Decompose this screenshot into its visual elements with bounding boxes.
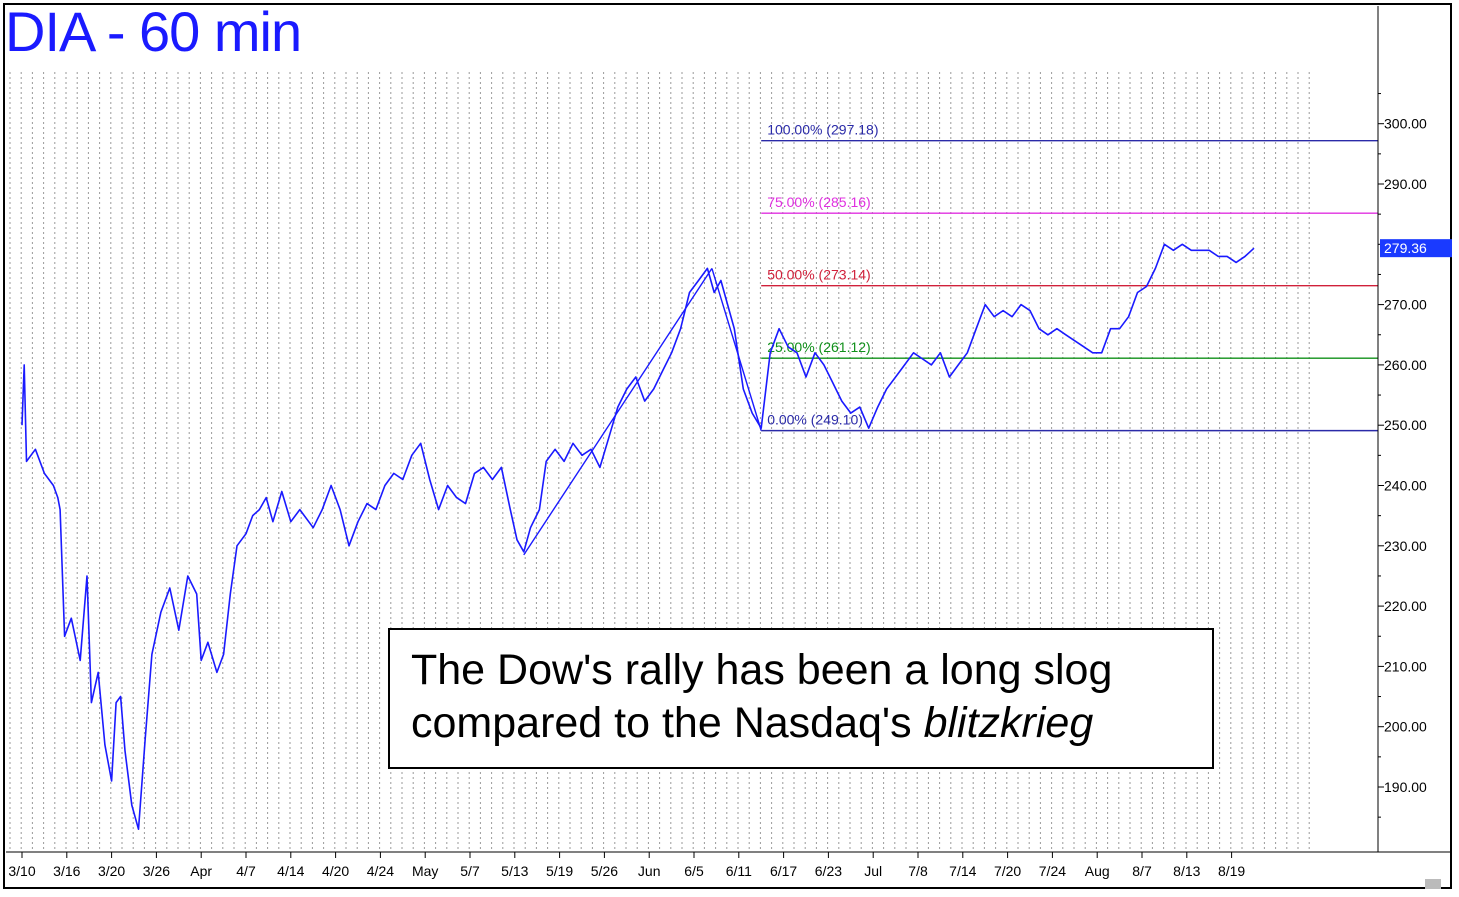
- annotation-line-2: compared to the Nasdaq's blitzkrieg: [411, 697, 1212, 750]
- x-tick-label: 6/11: [726, 863, 752, 879]
- x-tick-label: 5/19: [546, 863, 573, 879]
- fib-label: 50.00% (273.14): [767, 267, 871, 283]
- x-tick-label: 3/10: [8, 863, 35, 879]
- fib-label: 0.00% (249.10): [767, 412, 863, 428]
- fib-levels: 100.00% (297.18) 75.00% (285.16) 50.00% (2…: [761, 122, 1378, 432]
- x-tick-label: 4/24: [367, 863, 394, 879]
- trend-lines: [523, 268, 762, 556]
- x-tick-label: 3/16: [53, 863, 80, 879]
- x-tick-label: 7/24: [1039, 863, 1066, 879]
- y-axis: 190.00 200.00 210.00 220.00 230.00 240.00 250.…: [6, 6, 1452, 853]
- x-tick-label: May: [412, 863, 438, 879]
- x-tick-label: 7/8: [908, 863, 928, 879]
- y-tick-label: 240.00: [1384, 478, 1427, 494]
- chart-title: DIA - 60 min: [5, 0, 302, 63]
- x-tick-label: 6/23: [815, 863, 842, 879]
- x-tick-label: 8/7: [1132, 863, 1152, 879]
- y-tick-label: 270.00: [1384, 297, 1427, 313]
- price-series: [21, 243, 1255, 831]
- annotation-emphasis: blitzkrieg: [923, 699, 1094, 747]
- x-tick-label: 5/7: [460, 863, 480, 879]
- x-tick-label: 7/20: [994, 863, 1021, 879]
- y-tick-label: 210.00: [1384, 658, 1427, 674]
- x-tick-label: 4/14: [277, 863, 304, 879]
- trend-line: [523, 268, 713, 556]
- y-tick-label: 300.00: [1384, 116, 1427, 132]
- x-tick-label: 7/14: [949, 863, 976, 879]
- x-tick-label: 4/20: [322, 863, 349, 879]
- x-tick-label: 8/19: [1218, 863, 1245, 879]
- x-tick-label: 5/26: [591, 863, 618, 879]
- y-tick-label: 260.00: [1384, 357, 1427, 373]
- x-tick-label: Jun: [638, 863, 661, 879]
- y-tick-label: 200.00: [1384, 719, 1427, 735]
- x-tick-label: 8/13: [1173, 863, 1200, 879]
- x-tick-label: 6/17: [770, 863, 797, 879]
- annotation-box: The Dow's rally has been a long slog com…: [388, 628, 1214, 769]
- x-tick-label: 4/7: [236, 863, 256, 879]
- x-tick-label: Aug: [1085, 863, 1110, 879]
- x-axis: 3/10 3/16 3/20 3/26 Apr 4/7 4/14 4/20 4/24 May 5/7…: [8, 852, 1245, 879]
- annotation-line-2-prefix: compared to the Nasdaq's: [411, 699, 924, 747]
- fib-label: 25.00% (261.12): [767, 339, 871, 355]
- annotation-line-1: The Dow's rally has been a long slog: [411, 646, 1113, 694]
- y-tick-label: 250.00: [1384, 417, 1427, 433]
- x-tick-label: Apr: [190, 863, 212, 879]
- fib-label: 75.00% (285.16): [767, 194, 871, 210]
- last-price-badge: [1380, 239, 1452, 258]
- trend-line: [711, 268, 762, 431]
- y-tick-label: 190.00: [1384, 779, 1427, 795]
- x-tick-label: 5/13: [501, 863, 528, 879]
- scroll-right-button[interactable]: [1425, 879, 1441, 889]
- last-price-label: 279.36: [1384, 240, 1427, 256]
- x-tick-label: 6/5: [684, 863, 704, 879]
- y-tick-label: 230.00: [1384, 538, 1427, 554]
- y-tick-label: 220.00: [1384, 598, 1427, 614]
- x-tick-label: Jul: [864, 863, 882, 879]
- x-tick-label: 3/26: [143, 863, 170, 879]
- y-tick-label: 290.00: [1384, 176, 1427, 192]
- x-tick-label: 3/20: [98, 863, 125, 879]
- fib-label: 100.00% (297.18): [767, 122, 878, 138]
